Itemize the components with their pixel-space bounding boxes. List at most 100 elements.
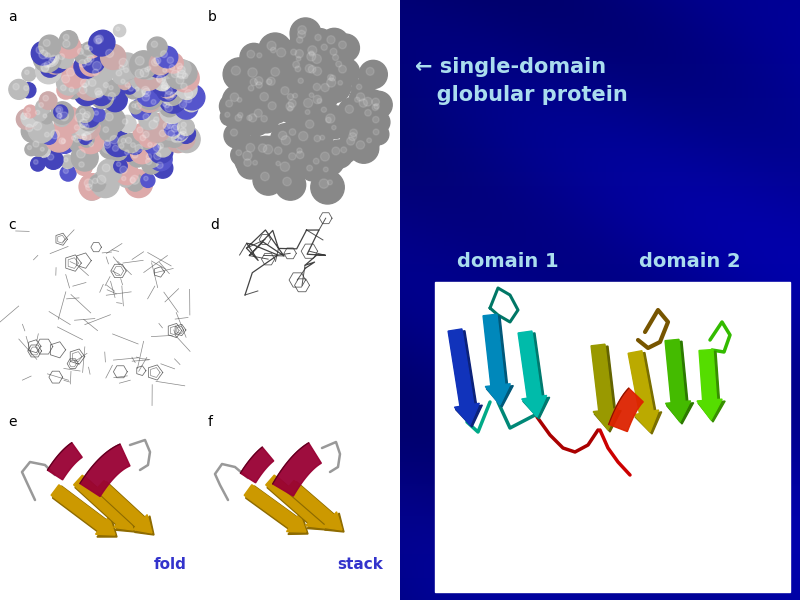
Circle shape xyxy=(163,126,185,147)
Circle shape xyxy=(82,135,87,140)
Circle shape xyxy=(39,50,48,59)
FancyArrow shape xyxy=(628,351,658,432)
Text: a: a xyxy=(8,10,17,24)
Circle shape xyxy=(117,162,121,166)
Circle shape xyxy=(335,142,357,163)
Circle shape xyxy=(119,65,124,70)
Circle shape xyxy=(272,157,288,173)
Circle shape xyxy=(113,67,130,85)
Circle shape xyxy=(173,124,180,130)
Circle shape xyxy=(89,65,108,85)
Circle shape xyxy=(24,86,29,91)
Circle shape xyxy=(290,145,317,172)
Circle shape xyxy=(110,136,118,144)
Circle shape xyxy=(173,59,191,77)
Circle shape xyxy=(39,92,57,109)
Circle shape xyxy=(322,69,344,91)
Circle shape xyxy=(313,144,345,176)
Circle shape xyxy=(255,136,289,170)
Circle shape xyxy=(33,107,46,121)
Circle shape xyxy=(178,137,182,142)
Circle shape xyxy=(174,96,198,119)
Circle shape xyxy=(243,72,270,98)
Circle shape xyxy=(78,49,83,55)
Circle shape xyxy=(100,108,126,133)
Circle shape xyxy=(359,104,382,127)
Circle shape xyxy=(338,41,346,49)
Circle shape xyxy=(282,177,291,186)
FancyArrow shape xyxy=(483,314,510,405)
Circle shape xyxy=(220,108,238,126)
Circle shape xyxy=(63,40,70,47)
Circle shape xyxy=(177,79,197,100)
Text: stack: stack xyxy=(337,557,383,572)
Circle shape xyxy=(39,35,61,57)
Circle shape xyxy=(318,106,350,139)
Circle shape xyxy=(327,74,334,80)
Circle shape xyxy=(179,131,187,140)
Circle shape xyxy=(226,100,233,107)
Circle shape xyxy=(44,150,63,169)
Circle shape xyxy=(246,143,254,152)
Circle shape xyxy=(132,152,138,158)
Circle shape xyxy=(328,121,344,137)
Circle shape xyxy=(79,119,88,127)
Circle shape xyxy=(253,164,284,195)
Circle shape xyxy=(309,93,314,97)
Circle shape xyxy=(54,106,82,134)
Circle shape xyxy=(289,153,296,160)
Circle shape xyxy=(266,79,272,85)
Circle shape xyxy=(290,61,310,82)
Circle shape xyxy=(135,103,142,109)
Polygon shape xyxy=(47,443,82,480)
Circle shape xyxy=(142,131,149,138)
Circle shape xyxy=(45,54,65,74)
Circle shape xyxy=(132,104,136,108)
Circle shape xyxy=(322,107,326,112)
Circle shape xyxy=(298,26,306,34)
Circle shape xyxy=(295,90,328,123)
Circle shape xyxy=(90,84,112,106)
FancyArrow shape xyxy=(448,329,479,425)
Circle shape xyxy=(160,65,174,79)
Circle shape xyxy=(304,46,323,65)
Circle shape xyxy=(16,109,37,130)
Circle shape xyxy=(247,102,276,131)
Circle shape xyxy=(290,123,324,157)
Circle shape xyxy=(161,83,183,106)
Circle shape xyxy=(237,98,242,102)
Circle shape xyxy=(142,86,150,94)
Circle shape xyxy=(336,61,342,67)
Circle shape xyxy=(176,124,195,143)
Circle shape xyxy=(341,147,346,153)
Circle shape xyxy=(78,131,92,145)
Circle shape xyxy=(79,86,87,94)
Circle shape xyxy=(158,143,163,149)
Polygon shape xyxy=(241,447,274,483)
Circle shape xyxy=(29,137,48,156)
Circle shape xyxy=(267,77,275,85)
Circle shape xyxy=(34,160,38,164)
Circle shape xyxy=(105,113,114,121)
Circle shape xyxy=(37,61,59,83)
Circle shape xyxy=(78,121,90,134)
FancyArrow shape xyxy=(449,331,482,427)
Circle shape xyxy=(75,158,92,175)
FancyArrow shape xyxy=(698,352,725,422)
Circle shape xyxy=(236,150,242,155)
Circle shape xyxy=(254,77,263,85)
Circle shape xyxy=(366,99,389,121)
Circle shape xyxy=(121,79,125,83)
FancyArrow shape xyxy=(518,331,546,417)
Circle shape xyxy=(275,170,306,200)
Circle shape xyxy=(292,52,309,69)
Circle shape xyxy=(45,132,50,137)
Circle shape xyxy=(261,172,270,181)
Circle shape xyxy=(167,130,190,152)
Circle shape xyxy=(90,30,115,55)
Circle shape xyxy=(45,53,50,58)
FancyArrow shape xyxy=(75,476,135,532)
Circle shape xyxy=(306,120,314,128)
Circle shape xyxy=(154,152,161,160)
Circle shape xyxy=(167,57,174,64)
